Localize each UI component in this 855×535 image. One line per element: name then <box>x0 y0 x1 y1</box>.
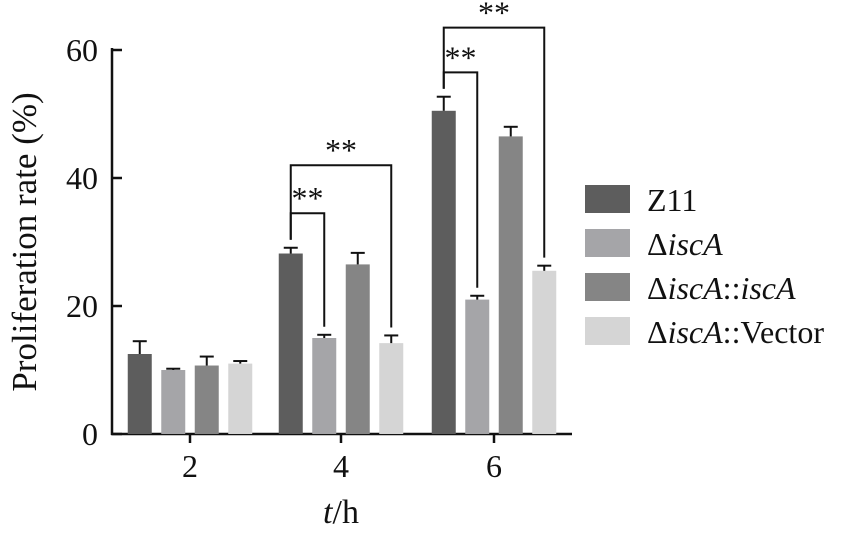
y-tick-label: 20 <box>66 288 98 324</box>
bar <box>465 299 490 434</box>
legend-swatch <box>585 185 630 213</box>
bar <box>228 363 253 434</box>
significance-label: ** <box>325 132 357 168</box>
significance-bracket <box>289 164 393 328</box>
y-tick-label: 40 <box>66 160 98 196</box>
bar <box>278 253 303 434</box>
y-tick-label: 0 <box>82 416 98 452</box>
significance-bracket <box>442 26 546 258</box>
legend-label: Z11 <box>647 182 697 218</box>
bar <box>498 136 523 434</box>
bar <box>161 370 186 434</box>
bar <box>127 354 152 434</box>
legend-swatch <box>585 317 630 345</box>
legend-label: ΔiscA::Vector <box>647 314 824 350</box>
legend-label: ΔiscA::iscA <box>647 270 796 306</box>
x-axis-label: t/h <box>323 494 359 531</box>
significance-label: ** <box>478 0 510 31</box>
x-tick-label: 4 <box>333 448 349 484</box>
x-tick-label: 2 <box>182 448 198 484</box>
bar <box>532 270 557 434</box>
bar <box>431 110 456 435</box>
y-tick-label: 60 <box>66 32 98 68</box>
significance-label: ** <box>445 39 477 75</box>
y-axis-label: Proliferation rate (%) <box>5 92 44 391</box>
significance-label: ** <box>292 180 324 216</box>
x-tick-label: 6 <box>486 448 502 484</box>
bar <box>312 338 337 434</box>
bar <box>194 365 219 434</box>
bar <box>379 343 404 434</box>
bar <box>345 264 370 434</box>
legend-swatch <box>585 273 630 301</box>
legend-label: ΔiscA <box>647 226 723 262</box>
legend-swatch <box>585 229 630 257</box>
